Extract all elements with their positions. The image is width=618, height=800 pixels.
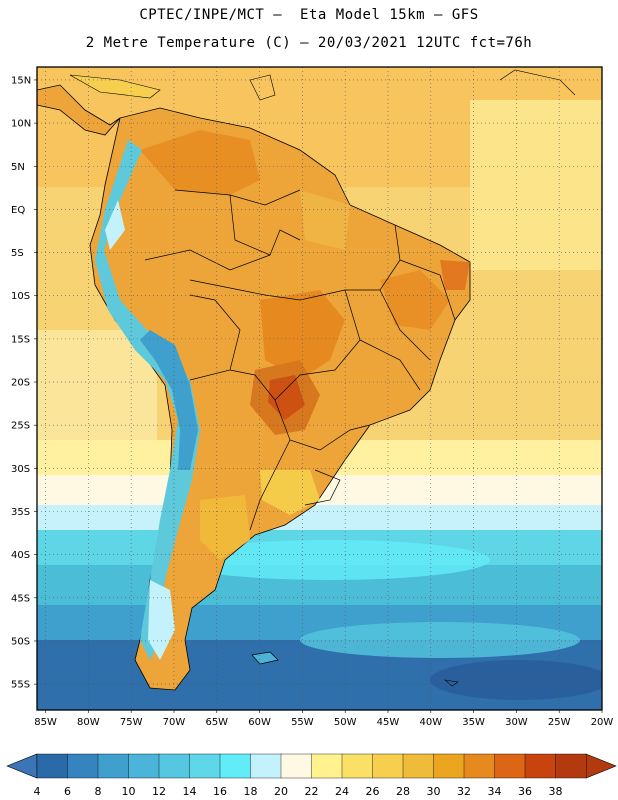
colorbar-swatch [128, 753, 160, 779]
map-fields [37, 67, 602, 710]
lat-tick: 5S [11, 248, 24, 259]
lat-tick: 15N [11, 75, 31, 86]
lon-tick: 25W [548, 717, 571, 728]
lat-tick: 45S [11, 593, 30, 604]
lon-tick: 80W [77, 717, 100, 728]
colorbar-swatch [189, 753, 221, 779]
colorbar-label: 20 [274, 785, 288, 798]
lon-tick: 75W [120, 717, 143, 728]
lat-tick: 15S [11, 334, 30, 345]
central-america [37, 84, 121, 136]
lat-tick: 50S [11, 636, 30, 647]
lon-tick: 35W [462, 717, 485, 728]
andes-cold-strip [95, 140, 200, 660]
colorbar-right-arrow [585, 753, 617, 779]
colorbar-label: 28 [396, 785, 410, 798]
lat-tick: 5N [11, 162, 25, 173]
colorbar-label: 30 [427, 785, 441, 798]
colorbar-swatch [402, 753, 434, 779]
colorbar-label: 22 [305, 785, 319, 798]
lat-tick: 10S [11, 291, 30, 302]
lat-tick: EQ [11, 205, 25, 216]
colorbar-label: 34 [488, 785, 502, 798]
colorbar-label: 12 [152, 785, 166, 798]
lon-tick: 50W [334, 717, 357, 728]
colorbar-label: 14 [183, 785, 197, 798]
lat-tick: 40S [11, 550, 30, 561]
lon-tick: 20W [591, 717, 614, 728]
lon-tick: 70W [163, 717, 186, 728]
colorbar-label: 16 [213, 785, 227, 798]
colorbar-swatch [372, 753, 404, 779]
lon-tick: 85W [34, 717, 57, 728]
colorbar-label: 8 [95, 785, 102, 798]
colorbar-label: 10 [122, 785, 136, 798]
colorbar-swatch [311, 753, 343, 779]
latitude-ticks: 15N 10N 5N EQ 5S 10S 15S 20S 25S 30S 35S… [11, 75, 31, 690]
colorbar-swatch [67, 753, 99, 779]
lon-tick: 55W [291, 717, 314, 728]
country-borders [144, 189, 456, 531]
colorbar-swatch [433, 753, 465, 779]
colorbar-label: 26 [366, 785, 380, 798]
lat-tick: 35S [11, 507, 30, 518]
colorbar-swatch [158, 753, 190, 779]
colorbar-swatch [463, 753, 495, 779]
longitude-ticks: 85W 80W 75W 70W 65W 60W 55W 50W 45W 40W … [34, 717, 613, 728]
lat-tick: 20S [11, 378, 30, 389]
lon-tick: 30W [505, 717, 528, 728]
lon-tick: 40W [419, 717, 442, 728]
colorbar-label: 4 [34, 785, 41, 798]
lat-tick: 25S [11, 421, 30, 432]
colorbar-label: 18 [244, 785, 258, 798]
colorbar-swatch [280, 753, 312, 779]
lat-tick: 10N [11, 119, 31, 130]
lat-tick: 55S [11, 680, 30, 691]
lon-tick: 65W [205, 717, 228, 728]
colorbar-swatch [97, 753, 129, 779]
colorbar-swatch [250, 753, 282, 779]
colorbar-label: 24 [335, 785, 349, 798]
temperature-colorbar: 4 6 8 10 12 14 16 18 20 22 24 26 28 30 3… [6, 753, 617, 798]
map-frame [36, 66, 603, 711]
colorbar-swatch [341, 753, 373, 779]
colorbar-left-arrow [6, 753, 38, 779]
colorbar-swatch [494, 753, 526, 779]
hot-region-north [140, 130, 260, 195]
colorbar-label: 32 [457, 785, 471, 798]
title-line-2: 2 Metre Temperature (C) – 20/03/2021 12U… [85, 35, 533, 51]
colorbar-label: 38 [549, 785, 563, 798]
colorbar-label: 6 [64, 785, 71, 798]
lon-tick: 45W [377, 717, 400, 728]
lon-tick: 60W [248, 717, 271, 728]
colorbar-swatch [555, 753, 587, 779]
colorbar-swatch [219, 753, 251, 779]
colorbar-swatch [524, 753, 556, 779]
colorbar-label: 36 [518, 785, 532, 798]
lat-tick: 30S [11, 464, 30, 475]
title-line-1: CPTEC/INPE/MCT – Eta Model 15km – GFS [139, 7, 479, 23]
falkland-islands [251, 651, 279, 665]
colorbar-swatch [36, 753, 68, 779]
